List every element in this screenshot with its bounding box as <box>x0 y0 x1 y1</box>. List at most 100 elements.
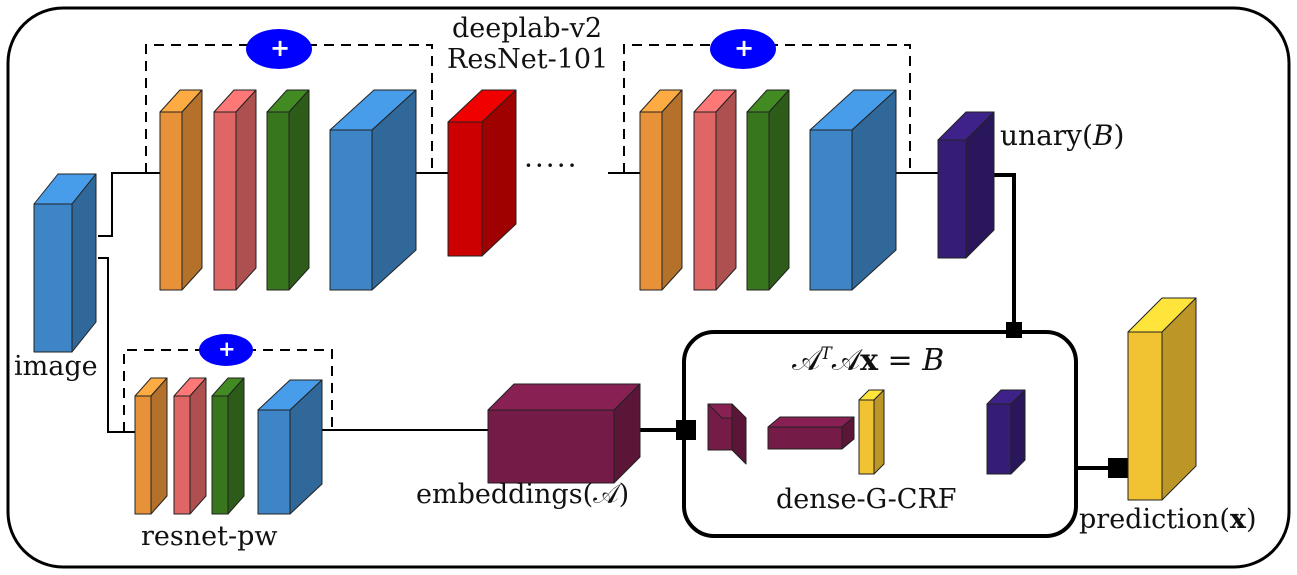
unary-to-crf <box>994 173 1016 330</box>
deeplab-g2-salmon <box>693 89 737 291</box>
deeplab-g2-salmon-side <box>715 89 737 291</box>
deeplab-g1-salmon-front <box>213 111 237 291</box>
deeplab-g1-green-front <box>266 111 290 291</box>
crf-inner-gold <box>858 389 885 475</box>
plus-sign-2: + <box>734 34 755 62</box>
deeplab-g2-blue-side <box>851 89 897 291</box>
eq-sup: T <box>820 344 832 364</box>
deeplab-g1-orange-side <box>181 89 203 291</box>
resnet-pw-orange <box>134 377 168 515</box>
deeplab-g1-blue-front <box>329 129 373 291</box>
crf-inner-gold-front <box>858 399 875 475</box>
unary-block <box>937 111 995 259</box>
resnet-pw-blue-front <box>257 409 291 515</box>
prediction-block-front <box>1127 331 1163 501</box>
crf-inner-gold-side <box>873 389 885 475</box>
resnet-pw-salmon <box>173 377 207 515</box>
eq-a2: 𝒜 <box>831 343 861 378</box>
resnet-pw-orange-side <box>150 377 168 515</box>
deeplab-g1-salmon <box>213 89 257 291</box>
deeplab-g1-blue <box>329 89 417 291</box>
resnet-pw-salmon-front <box>173 395 191 515</box>
eq-x: x <box>860 343 879 378</box>
deeplab-label-line2: ResNet-101 <box>447 44 609 75</box>
deeplab-red-block-front <box>447 121 483 257</box>
skip-dash-3 <box>123 349 333 432</box>
deeplab-g2-blue <box>809 89 897 291</box>
resnet-pw-blue <box>257 379 323 515</box>
skip-dash-1 <box>145 44 433 173</box>
skip-connections <box>123 44 911 432</box>
resnet-pw-label: resnet-pw <box>141 521 278 552</box>
plus-sign-1: + <box>270 34 291 62</box>
feature-blocks <box>33 89 1197 515</box>
deeplab-g1-orange-front <box>159 111 183 291</box>
ellipsis-dots: ····· <box>524 149 579 182</box>
plus-node-1 <box>246 29 312 69</box>
embeddings-prefix: embeddings( <box>416 479 594 510</box>
deeplab-label-line1: deeplab-v2 <box>452 13 603 44</box>
plus-node-2 <box>710 29 776 69</box>
embeddings-block <box>487 383 641 484</box>
skip-dash-2 <box>623 44 911 173</box>
crf-inner-maroon-b-top <box>767 416 855 428</box>
crf-inner-maroon-b-side <box>841 416 855 450</box>
image-to-top-branch <box>98 172 160 237</box>
crf-inner-maroon-b-front <box>767 426 843 450</box>
deeplab-g2-green-front <box>746 111 770 291</box>
eq-a1: 𝒜 <box>792 343 821 378</box>
deeplab-g2-green-side <box>768 89 790 291</box>
embeddings-block-front <box>487 409 615 484</box>
deeplab-red-block <box>447 89 517 257</box>
embeddings-var: 𝒜 <box>593 479 619 510</box>
unary-prefix: unary( <box>1000 119 1093 152</box>
unary-var: B <box>1092 119 1114 152</box>
deeplab-g2-salmon-front <box>693 111 717 291</box>
resnet-pw-orange-front <box>134 395 152 515</box>
eq-b: B <box>922 343 945 378</box>
prediction-label: prediction(x) <box>1079 506 1257 533</box>
prediction-prefix: prediction( <box>1079 504 1230 535</box>
image-block-side <box>71 173 97 353</box>
deeplab-g2-blue-front <box>809 129 853 291</box>
image-label: image <box>14 351 98 382</box>
unary-block-side <box>965 111 995 259</box>
deeplab-g2-orange-side <box>661 89 683 291</box>
prediction-var: x <box>1229 504 1246 535</box>
image-block <box>33 173 97 353</box>
resnet-pw-green-side <box>227 377 245 515</box>
crf-name-label: dense-G-CRF <box>776 484 957 515</box>
deeplab-red-block-side <box>481 89 517 257</box>
unary-block-front <box>937 139 967 259</box>
crf-equation: 𝒜T𝒜x = B <box>792 346 944 376</box>
resnet-pw-green-front <box>211 395 229 515</box>
crf-inner-maroon-a <box>707 403 747 465</box>
plus-sign-3: + <box>218 337 236 361</box>
embeddings-suffix: ) <box>618 479 630 510</box>
resnet-pw-salmon-side <box>189 377 207 515</box>
crf-inner-indigo-front <box>986 403 1012 475</box>
prediction-suffix: ) <box>1245 504 1257 535</box>
outer-frame <box>6 6 1291 569</box>
connector-prediction <box>1108 458 1128 478</box>
crf-inner-indigo <box>986 389 1026 475</box>
prediction-block-side <box>1161 297 1197 501</box>
eq-equals: = <box>878 343 923 378</box>
embeddings-block-side <box>613 383 641 484</box>
deeplab-g1-blue-side <box>371 89 417 291</box>
deeplab-g1-salmon-side <box>235 89 257 291</box>
deeplab-g1-green-side <box>288 89 310 291</box>
crf-box <box>682 330 1078 538</box>
deeplab-g2-green <box>746 89 790 291</box>
prediction-block <box>1127 297 1197 501</box>
embeddings-label: embeddings(𝒜) <box>416 481 629 508</box>
unary-suffix: ) <box>1113 119 1125 152</box>
unary-label: unary(B) <box>1000 122 1124 150</box>
image-block-front <box>33 203 73 353</box>
deeplab-g2-orange <box>639 89 683 291</box>
crf-inner-maroon-a-side <box>731 403 747 465</box>
crf-inner-maroon-b <box>767 416 855 450</box>
image-to-bottom-branch <box>98 257 136 433</box>
deeplab-g1-orange <box>159 89 203 291</box>
deeplab-g1-green <box>266 89 310 291</box>
